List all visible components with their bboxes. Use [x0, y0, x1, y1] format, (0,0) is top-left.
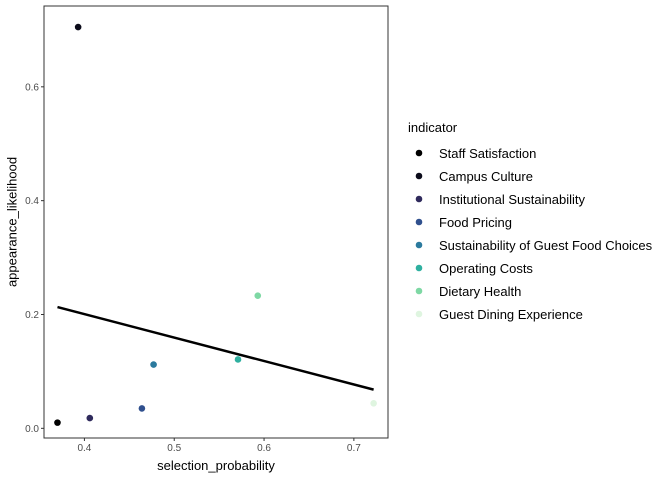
- y-tick-label: 0.4: [25, 196, 39, 207]
- legend-label: Operating Costs: [439, 261, 533, 276]
- legend-key: [415, 241, 423, 249]
- y-tick-label: 0.2: [25, 310, 39, 321]
- legend-label: Institutional Sustainability: [439, 192, 585, 207]
- legend-key: [415, 195, 423, 203]
- data-point: [138, 405, 146, 412]
- legend: indicator Staff Satisfaction Campus Cultu…: [408, 120, 653, 322]
- x-tick-label: 0.6: [257, 443, 271, 454]
- legend-label: Sustainability of Guest Food Choices: [439, 238, 653, 253]
- data-point: [254, 292, 262, 300]
- trend-line-group: [57, 305, 374, 391]
- x-axis: 0.4 0.5 0.6 0.7: [77, 438, 361, 454]
- legend-key: [415, 149, 423, 157]
- data-point: [150, 361, 157, 368]
- plot-panel: [43, 5, 389, 439]
- legend-key: [415, 218, 423, 226]
- y-tick-label: 0.0: [25, 424, 39, 435]
- legend-key: [415, 172, 423, 180]
- x-axis-title: selection_probability: [157, 458, 275, 473]
- data-point: [234, 356, 242, 363]
- y-tick-label: 0.6: [25, 82, 39, 93]
- x-tick-label: 0.5: [167, 443, 181, 454]
- x-tick-label: 0.7: [347, 443, 361, 454]
- legend-key: [415, 287, 423, 295]
- data-point: [86, 414, 94, 422]
- legend-title: indicator: [408, 120, 458, 135]
- y-axis-title: appearance_likelihood: [4, 157, 19, 287]
- data-point: [54, 419, 61, 426]
- legend-label: Dietary Health: [439, 284, 521, 299]
- data-point: [370, 399, 377, 407]
- legend-label: Food Pricing: [439, 215, 512, 230]
- legend-label: Guest Dining Experience: [439, 307, 583, 322]
- y-axis: 0.0 0.2 0.4 0.6: [25, 82, 44, 435]
- legend-label: Staff Satisfaction: [439, 146, 536, 161]
- data-point: [74, 23, 82, 31]
- x-tick-label: 0.4: [77, 443, 91, 454]
- legend-key: [415, 264, 423, 272]
- trend-line: [57, 305, 374, 391]
- data-points: [54, 23, 377, 426]
- legend-label: Campus Culture: [439, 169, 533, 184]
- legend-key: [415, 310, 423, 318]
